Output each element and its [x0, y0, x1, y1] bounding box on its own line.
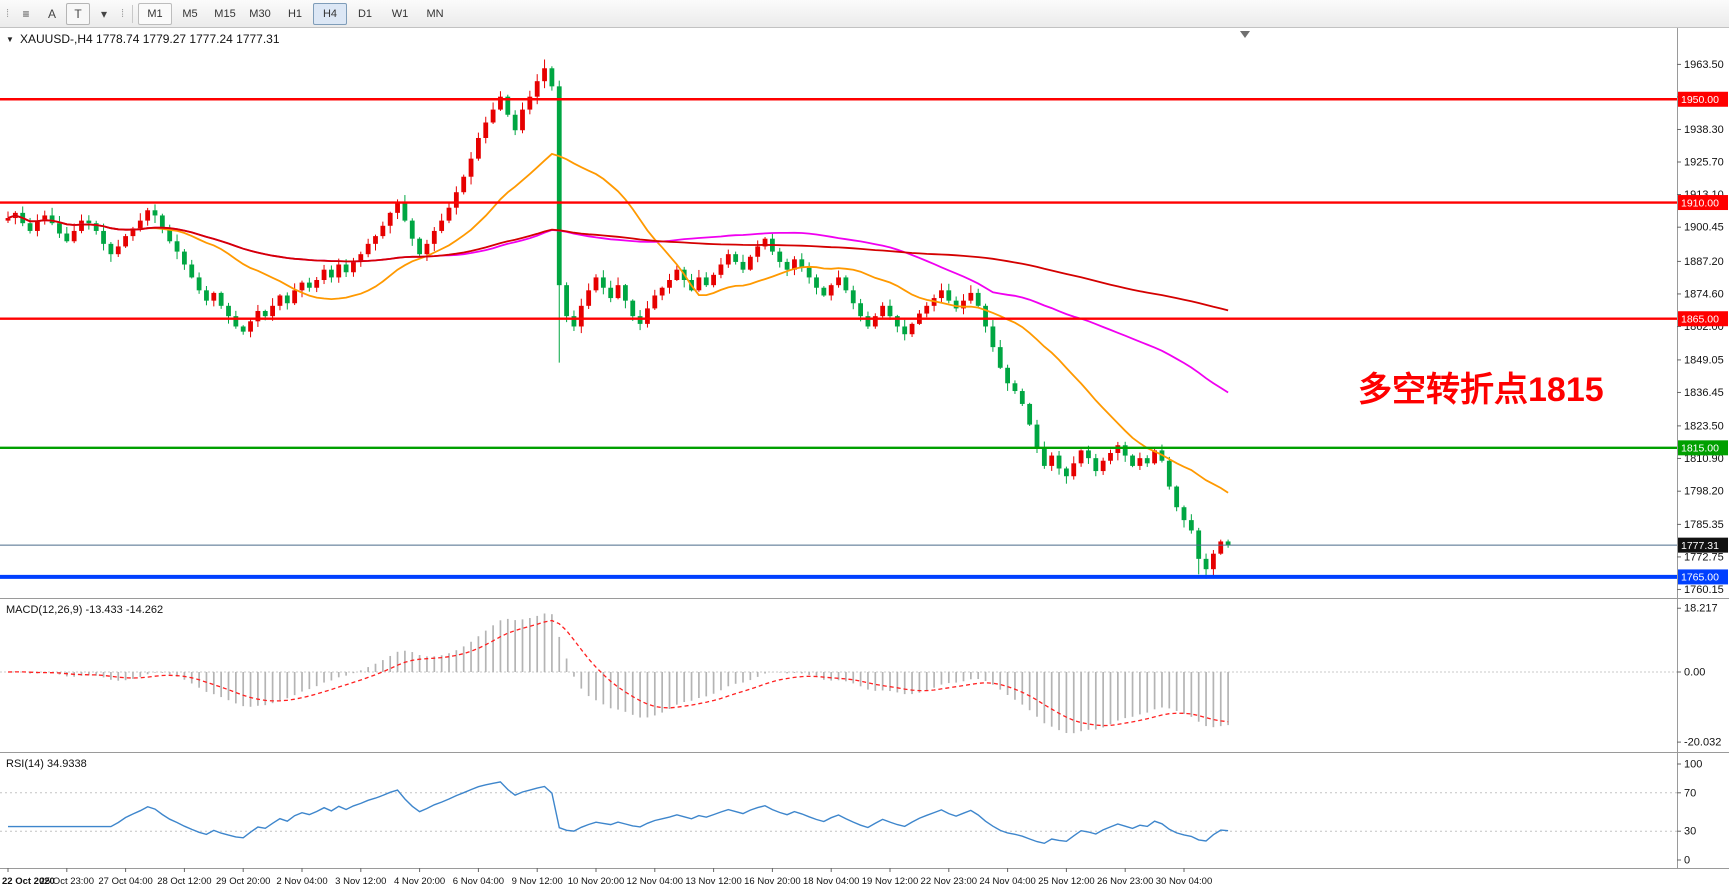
price-tag-1950.00: 1950.00 [1681, 94, 1719, 106]
price-grid-label: 1925.70 [1684, 157, 1724, 169]
annotation-text: 多空转折点1815 [1358, 371, 1604, 409]
price-grid-label: 1887.20 [1684, 256, 1724, 268]
time-axis-label: 9 Nov 12:00 [512, 876, 563, 887]
indicator-layers [0, 613, 1677, 845]
price-grid-label: 1938.30 [1684, 124, 1724, 136]
timeframe-button-m1[interactable]: M1 [138, 2, 172, 25]
symbol-collapse-icon[interactable]: ▼ [6, 35, 14, 44]
timeframe-button-w1[interactable]: W1 [391, 7, 409, 20]
price-grid-label: 1772.75 [1684, 551, 1724, 563]
timeframe-button-m5[interactable]: M5 [182, 7, 198, 20]
timeframe-button-h1[interactable]: H1 [287, 7, 303, 20]
time-axis-label: 19 Nov 12:00 [862, 876, 919, 887]
rsi-axis-label: 30 [1684, 826, 1696, 838]
chart-shift-marker-icon [1240, 31, 1250, 38]
price-grid-label: 1900.45 [1684, 222, 1724, 234]
top-toolbar: ⁞ ≡ A T ▾ ⁞ M1 M5 M15 M30 H1 H4 D1 W1 MN [0, 0, 1729, 28]
time-axis-label: 27 Oct 04:00 [98, 876, 152, 887]
price-tag-1815.00: 1815.00 [1681, 443, 1719, 455]
price-grid-label: 1849.05 [1684, 354, 1724, 366]
timeframe-button-m30[interactable]: M30 [249, 7, 271, 20]
price-grid-label: 1798.20 [1684, 486, 1724, 498]
rsi-axis-label: 70 [1684, 787, 1696, 799]
price-tag-1910.00: 1910.00 [1681, 197, 1719, 209]
time-axis-label: 29 Oct 20:00 [216, 876, 270, 887]
time-axis-label: 2 Nov 04:00 [276, 876, 327, 887]
symbol-ohlc-line: XAUUSD-,H4 1778.74 1779.27 1777.24 1777.… [20, 32, 280, 46]
timeframe-button-m15[interactable]: M15 [214, 7, 236, 20]
macd-axis-label: -20.032 [1684, 737, 1721, 749]
price-grid-label: 1823.50 [1684, 420, 1724, 432]
time-axis-label: 25 Nov 12:00 [1038, 876, 1095, 887]
timeframe-buttons: M1 M5 M15 M30 H1 H4 D1 W1 MN [138, 2, 453, 25]
time-axis-label: 26 Nov 23:00 [1097, 876, 1154, 887]
price-grid-label: 1836.45 [1684, 387, 1724, 399]
time-axis-label: 25 Oct 23:00 [40, 876, 94, 887]
level-lines-layer [0, 98, 1677, 579]
timeframe-button-mn[interactable]: MN [426, 7, 444, 20]
price-grid-label: 1760.15 [1684, 584, 1724, 596]
toolbar-separator [132, 4, 133, 23]
time-axis-label: 13 Nov 12:00 [685, 876, 742, 887]
rsi-label: RSI(14) 34.9338 [6, 758, 87, 770]
moving-averages-layer [7, 152, 1229, 494]
price-tag-1777.31: 1777.31 [1681, 540, 1719, 552]
toolbar-drag-handle: ⁞ [5, 7, 10, 20]
time-axis-label: 22 Nov 23:00 [921, 876, 978, 887]
tools-group: ⁞ ≡ A T ▾ ⁞ [3, 2, 127, 25]
price-tag-1865.00: 1865.00 [1681, 314, 1719, 326]
time-axis-label: 12 Nov 04:00 [627, 876, 684, 887]
macd-label: MACD(12,26,9) -13.433 -14.262 [6, 604, 163, 616]
rsi-axis-label: 0 [1684, 855, 1690, 867]
text-label-tool-button[interactable]: T [66, 2, 90, 25]
price-grid-label: 1810.90 [1684, 453, 1724, 465]
time-axis-label: 28 Oct 12:00 [157, 876, 211, 887]
text-tool-button[interactable]: A [47, 6, 56, 21]
time-axis-label: 4 Nov 20:00 [394, 876, 445, 887]
time-axis-label: 6 Nov 04:00 [453, 876, 504, 887]
time-axis-label: 22 Oct 2020 [2, 876, 55, 887]
macd-axis-label: 18.217 [1684, 603, 1718, 615]
macd-axis-label: 0.00 [1684, 667, 1705, 679]
time-axis-label: 30 Nov 04:00 [1156, 876, 1213, 887]
timeframe-button-d1[interactable]: D1 [357, 7, 373, 20]
timeframes-drag-handle: ⁞ [120, 7, 125, 20]
axis-layer: 1963.501950.901938.301925.701913.101900.… [0, 28, 1729, 887]
price-grid-label: 1963.50 [1684, 59, 1724, 71]
time-axis-label: 3 Nov 12:00 [335, 876, 386, 887]
price-grid-label: 1785.35 [1684, 519, 1724, 531]
price-tag-1765.00: 1765.00 [1681, 572, 1719, 584]
time-axis-label: 24 Nov 04:00 [979, 876, 1036, 887]
time-axis-label: 10 Nov 20:00 [568, 876, 625, 887]
price-grid-label: 1874.60 [1684, 288, 1724, 300]
indicators-button[interactable]: ≡ [22, 6, 30, 21]
time-axis-label: 16 Nov 20:00 [744, 876, 801, 887]
rsi-axis-label: 100 [1684, 759, 1702, 771]
timeframe-button-h4[interactable]: H4 [313, 2, 347, 25]
time-axis-label: 18 Nov 04:00 [803, 876, 860, 887]
arrow-tools-dropdown[interactable]: ▾ [100, 6, 108, 21]
